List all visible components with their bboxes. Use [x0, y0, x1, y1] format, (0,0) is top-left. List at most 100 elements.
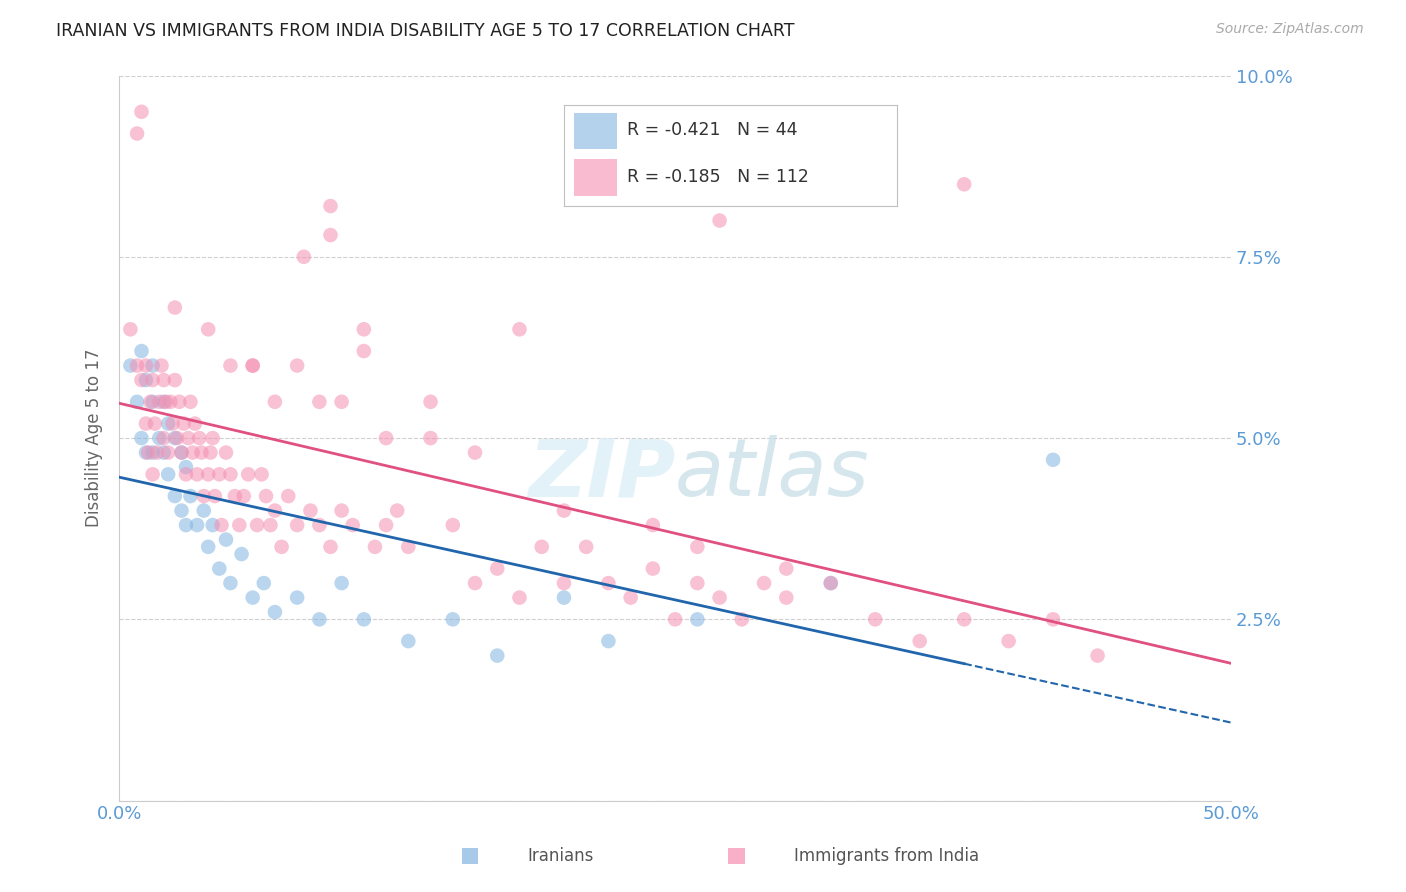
Point: [292, 250, 315, 264]
Point: [152, 431, 174, 445]
Point: [150, 359, 173, 373]
Point: [148, 431, 170, 445]
Point: [197, 467, 219, 482]
Point: [146, 445, 169, 459]
Point: [508, 322, 530, 336]
Point: [152, 373, 174, 387]
Point: [232, 489, 254, 503]
Point: [179, 394, 201, 409]
Point: [908, 634, 931, 648]
Y-axis label: Disability Age 5 to 17: Disability Age 5 to 17: [86, 349, 103, 527]
Point: [486, 561, 509, 575]
Point: [575, 540, 598, 554]
Point: [242, 359, 264, 373]
Point: [253, 576, 276, 591]
Point: [863, 612, 886, 626]
Point: [131, 104, 153, 119]
Point: [152, 445, 174, 459]
Point: [193, 503, 215, 517]
Point: [598, 576, 620, 591]
Point: [820, 576, 842, 591]
Point: [131, 431, 153, 445]
Point: [553, 576, 575, 591]
Point: [208, 467, 231, 482]
Point: [135, 359, 157, 373]
Point: [242, 591, 264, 605]
Point: [277, 489, 299, 503]
Point: [181, 445, 204, 459]
Point: [553, 591, 575, 605]
Point: [179, 489, 201, 503]
Text: IRANIAN VS IMMIGRANTS FROM INDIA DISABILITY AGE 5 TO 17 CORRELATION CHART: IRANIAN VS IMMIGRANTS FROM INDIA DISABIL…: [56, 22, 794, 40]
Point: [686, 540, 709, 554]
Point: [319, 540, 342, 554]
Point: [285, 591, 308, 605]
Point: [375, 518, 398, 533]
Point: [211, 518, 233, 533]
Point: [330, 394, 353, 409]
Point: [486, 648, 509, 663]
Point: [775, 591, 797, 605]
Point: [186, 518, 208, 533]
Point: [157, 445, 180, 459]
Point: [419, 394, 441, 409]
Text: ZIP: ZIP: [527, 435, 675, 513]
Point: [152, 394, 174, 409]
Point: [319, 227, 342, 242]
Point: [135, 417, 157, 431]
Point: [330, 576, 353, 591]
Point: [598, 634, 620, 648]
Point: [264, 503, 287, 517]
Point: [246, 518, 269, 533]
Point: [419, 431, 441, 445]
Point: [170, 445, 193, 459]
Point: [219, 467, 242, 482]
Point: [375, 431, 398, 445]
Point: [396, 634, 419, 648]
Point: [142, 467, 165, 482]
Point: [953, 612, 976, 626]
Point: [157, 467, 180, 482]
Point: [250, 467, 273, 482]
Point: [163, 373, 186, 387]
Point: [166, 431, 188, 445]
Point: [1042, 452, 1064, 467]
Point: [177, 431, 200, 445]
Point: [135, 373, 157, 387]
Point: [364, 540, 387, 554]
Point: [530, 540, 553, 554]
Point: [308, 394, 330, 409]
Point: [148, 394, 170, 409]
Point: [170, 503, 193, 517]
Point: [1087, 648, 1109, 663]
Text: Source: ZipAtlas.com: Source: ZipAtlas.com: [1216, 22, 1364, 37]
Point: [997, 634, 1019, 648]
Point: [197, 540, 219, 554]
Point: [464, 445, 486, 459]
Point: [188, 431, 211, 445]
Point: [135, 445, 157, 459]
Point: [820, 576, 842, 591]
Point: [319, 199, 342, 213]
Point: [186, 467, 208, 482]
Point: [201, 518, 224, 533]
Point: [387, 503, 409, 517]
Point: [131, 373, 153, 387]
Point: [193, 489, 215, 503]
Point: [120, 322, 142, 336]
Point: [219, 576, 242, 591]
Point: [441, 518, 464, 533]
Point: [184, 417, 207, 431]
Point: [200, 445, 222, 459]
Point: [752, 576, 775, 591]
Point: [142, 359, 165, 373]
Point: [238, 467, 260, 482]
Point: [553, 503, 575, 517]
Point: [953, 178, 976, 192]
Point: [285, 518, 308, 533]
Point: [208, 561, 231, 575]
Point: [242, 359, 264, 373]
Point: [201, 431, 224, 445]
Point: [299, 503, 322, 517]
Point: [174, 467, 197, 482]
